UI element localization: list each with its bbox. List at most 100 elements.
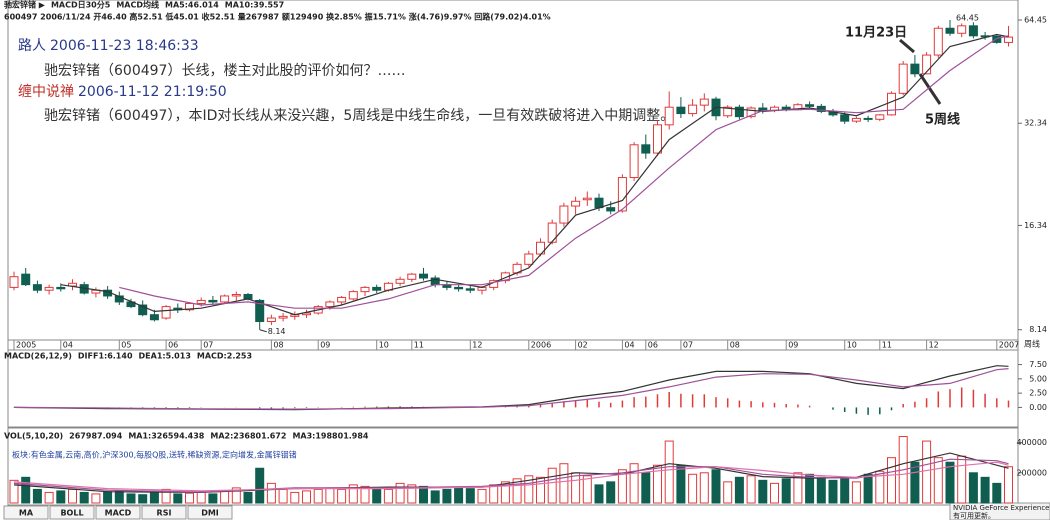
high-label: 64.45: [956, 14, 979, 23]
x-tick-label: 08: [730, 341, 740, 350]
x-tick-label: 10: [847, 341, 857, 350]
volume-bar: [676, 464, 686, 504]
volume-bar: [664, 440, 674, 504]
forum-quotes: 路人 2006-11-23 18:46:33 驰宏锌锗（600497）长线，楼主…: [18, 38, 674, 124]
candle-body: [664, 106, 674, 126]
tab-label: MACD: [105, 509, 132, 518]
panel-header: MA3:198801.984: [292, 432, 368, 441]
x-tick-label: 06: [648, 341, 658, 350]
volume-bar: [571, 472, 581, 504]
tab-label: DMI: [201, 509, 219, 518]
volume-bar: [641, 472, 651, 504]
candle-body: [32, 284, 42, 291]
volume-bar: [454, 487, 464, 504]
candle-body: [465, 288, 475, 291]
volume-bar: [910, 461, 920, 504]
volume-bar: [138, 494, 148, 504]
candle-body: [348, 291, 358, 300]
volume-bar: [758, 479, 768, 504]
volume-bar: [770, 482, 779, 504]
volume-bar: [395, 482, 405, 504]
y-tick-label: 64.45: [1024, 16, 1047, 25]
panel-header: MA1:326594.438: [128, 432, 204, 441]
x-tick-label: 08: [273, 341, 283, 350]
volume-bar: [594, 484, 604, 504]
y-tick-label: 400000: [1016, 438, 1047, 447]
candle-body: [641, 144, 651, 154]
y-tick-label: 200000: [1016, 468, 1047, 477]
volume-bar: [734, 476, 744, 504]
volume-bar: [220, 490, 230, 504]
volume-bar: [500, 481, 510, 504]
volume-bar: [606, 481, 616, 504]
volume-bar: [477, 488, 487, 504]
tab[interactable]: [3, 505, 49, 520]
candle-body: [1004, 36, 1013, 43]
volume-bar: [348, 484, 358, 504]
candle-body: [266, 317, 276, 322]
x-tick-label: 04: [624, 341, 634, 350]
volume-bar: [126, 493, 136, 504]
volume-bar: [161, 488, 171, 504]
volume-bar: [266, 482, 276, 504]
volume-bar: [196, 491, 206, 504]
volume-bar: [442, 488, 452, 504]
volume-bar: [816, 476, 826, 504]
panel-header: MA5:46.014: [165, 1, 219, 10]
tab[interactable]: [187, 505, 233, 520]
panel-header: MACD日30分5: [51, 0, 111, 10]
volume-bar: [103, 491, 113, 504]
volume-bar: [243, 491, 253, 504]
volume-bar: [945, 461, 955, 504]
volume-bar: [32, 488, 42, 504]
volume-bar: [933, 457, 943, 504]
candle-body: [571, 200, 581, 207]
candle-body: [910, 63, 920, 75]
x-tick-label: 05: [121, 341, 131, 350]
volume-bar: [746, 475, 756, 504]
volume-bar: [851, 481, 861, 504]
volume-bar: [290, 491, 300, 504]
volume-bar: [922, 440, 932, 504]
candle-body: [372, 286, 382, 291]
candle-body: [594, 197, 604, 209]
candle-body: [875, 114, 885, 120]
x-tick-label: 10: [379, 341, 389, 350]
low-pointer: [259, 329, 267, 333]
volume-bar: [9, 479, 19, 504]
volume-bar: [723, 481, 733, 504]
x-tick-label: 07: [683, 341, 693, 350]
x-tick-label: 06: [168, 341, 178, 350]
volume-bar: [957, 455, 967, 504]
volume-bar: [629, 463, 639, 504]
volume-bar: [1004, 466, 1013, 504]
volume-bar: [489, 484, 499, 504]
candle-body: [653, 124, 662, 154]
tab[interactable]: [141, 505, 187, 520]
tab[interactable]: [49, 505, 95, 520]
x-tick-label: 2006: [531, 341, 551, 350]
tab[interactable]: [95, 505, 141, 520]
candle-body: [278, 315, 288, 319]
candle-body: [922, 54, 932, 75]
volume-bar: [711, 469, 721, 504]
forum-time: 2006-11-23 18:46:33: [50, 38, 199, 54]
candle-body: [945, 27, 955, 34]
candle-body: [208, 299, 218, 303]
volume-bar: [337, 488, 347, 504]
candle-body: [407, 273, 417, 280]
candle-body: [734, 106, 744, 118]
volume-bar: [547, 467, 557, 504]
volume-bar: [781, 478, 791, 504]
volume-bar: [114, 490, 124, 504]
indicator-line: [13, 368, 1009, 410]
tab-bar: MA BOLL MACD RSI DMI: [3, 505, 233, 520]
volume-bar: [968, 472, 978, 504]
panel-header: 600497 2006/11/24 开46.40 高52.51 低45.01 收…: [4, 12, 551, 22]
candle-body: [231, 293, 241, 297]
panel-header: MA10:39.557: [225, 1, 284, 10]
candle-body: [992, 35, 1002, 43]
candle-body: [863, 117, 873, 120]
candle-body: [887, 92, 896, 116]
